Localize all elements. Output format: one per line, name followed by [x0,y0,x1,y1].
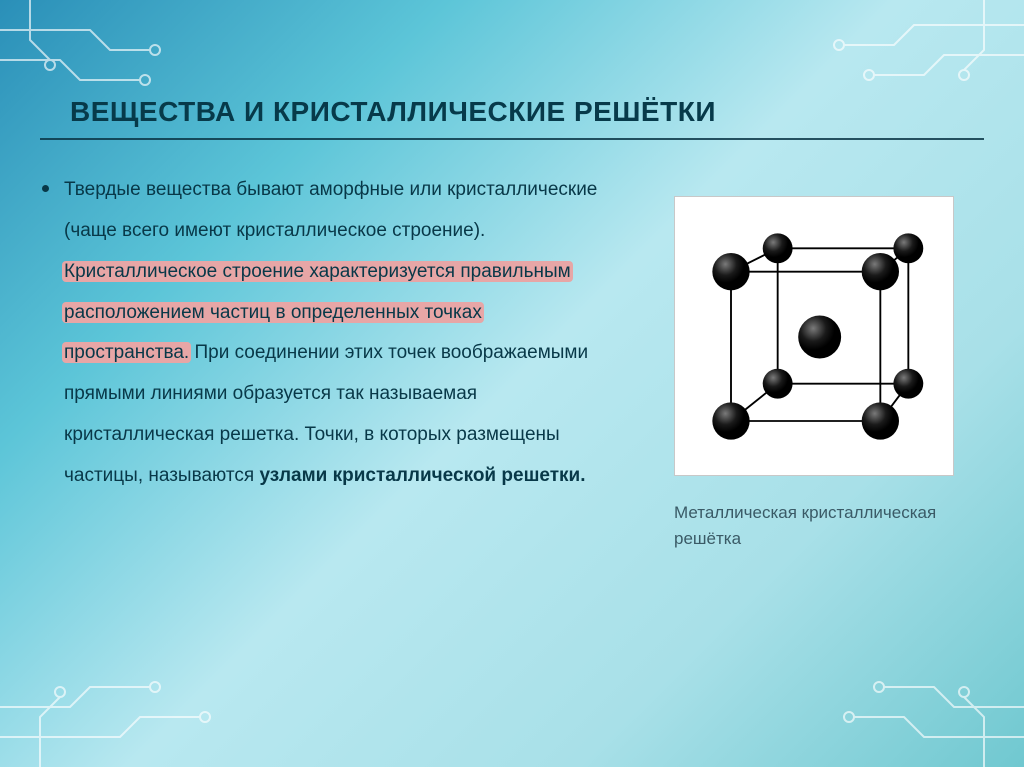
bullet-icon [42,185,49,192]
lattice-diagram [675,197,955,477]
circuit-decoration-top-right [764,0,1024,120]
circuit-decoration-top-left [0,0,220,110]
body-pre: Твердые вещества бывают аморфные или кри… [64,179,597,241]
body-text-block: Твердые вещества бывают аморфные или кри… [64,170,604,497]
circuit-decoration-bottom-left [0,627,260,767]
body-bold: узлами кристаллической решетки. [259,465,585,486]
lattice-caption: Металлическая кристаллическая решётка [674,500,954,551]
body-paragraph: Твердые вещества бывают аморфные или кри… [64,170,604,497]
circuit-decoration-bottom-right [784,627,1024,767]
slide-title: ВЕЩЕСТВА И КРИСТАЛЛИЧЕСКИЕ РЕШЁТКИ [70,96,716,128]
lattice-diagram-panel [674,196,954,476]
title-underline [40,138,984,140]
